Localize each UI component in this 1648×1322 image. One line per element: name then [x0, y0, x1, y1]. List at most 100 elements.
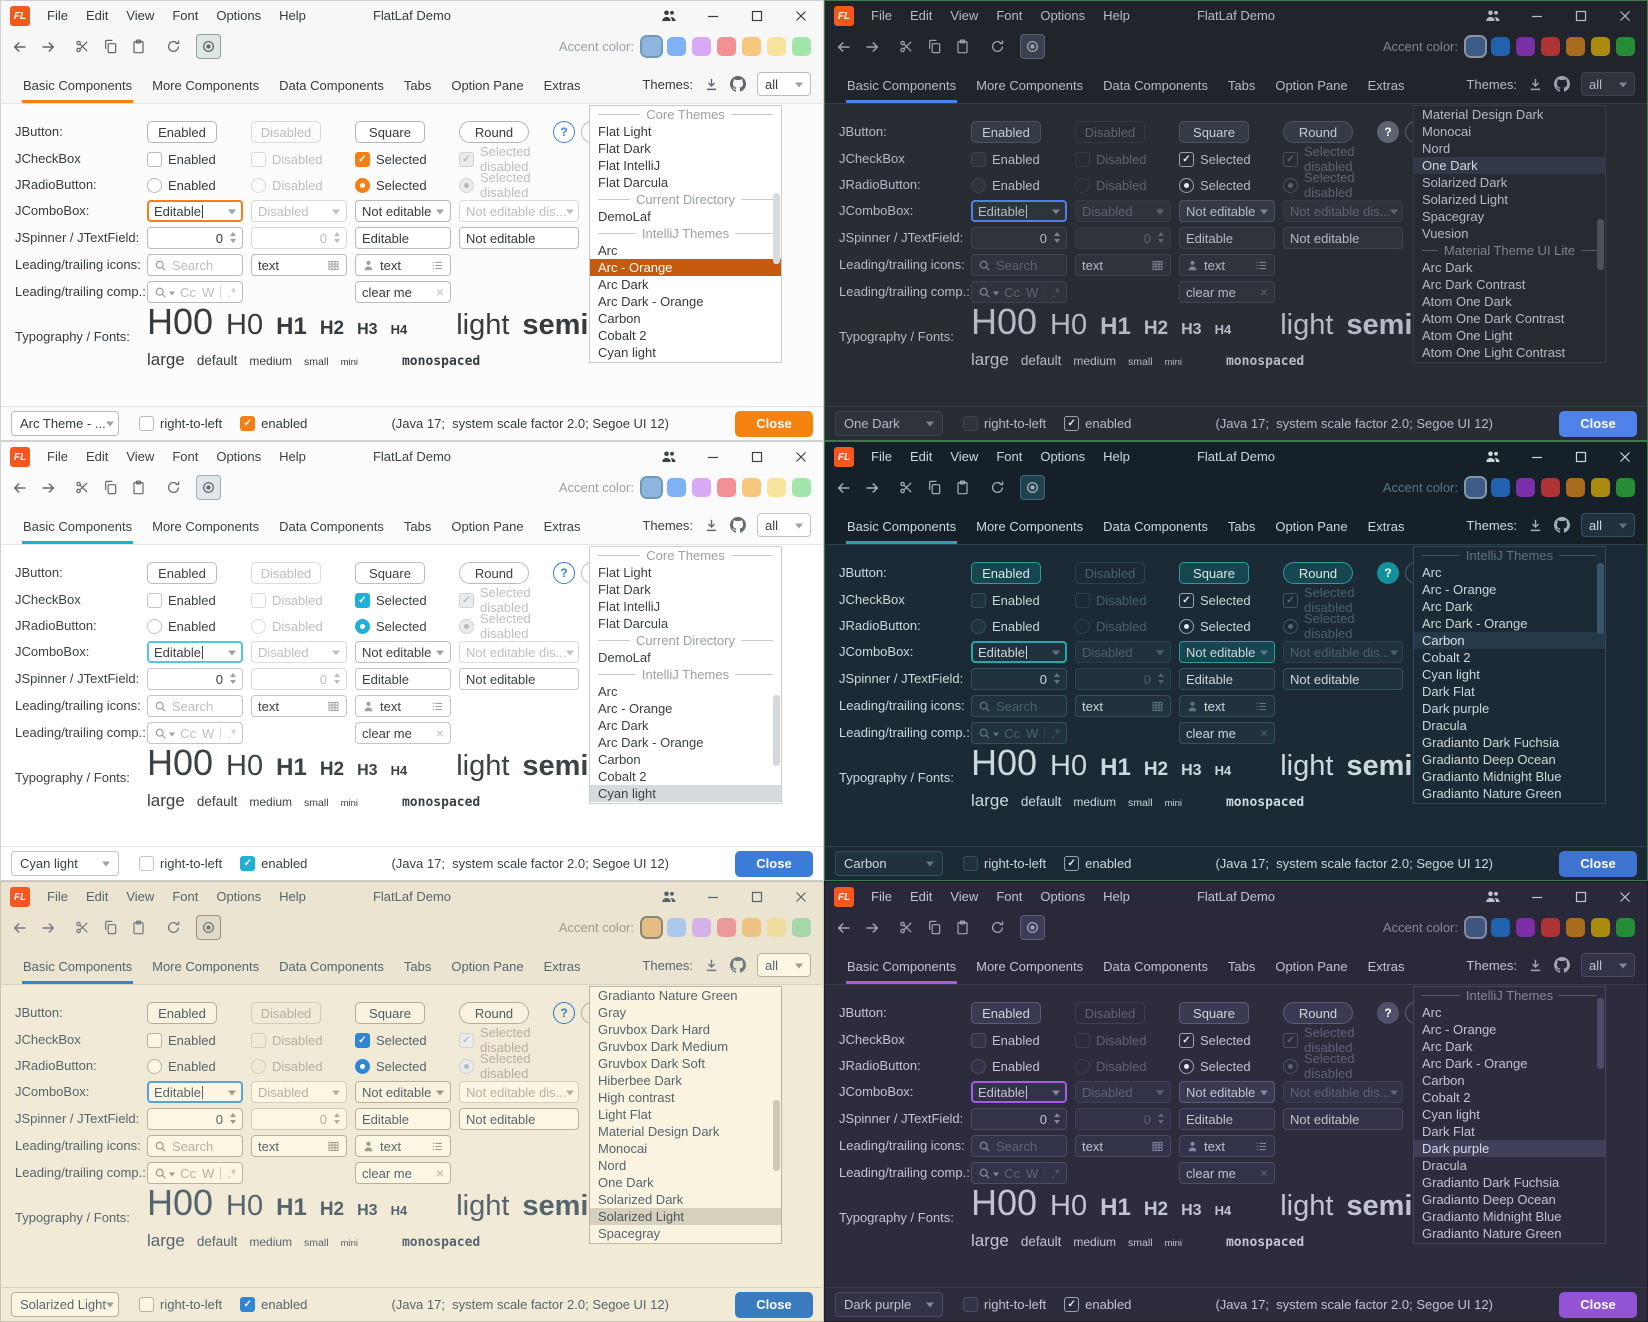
theme-list-item-cobalt-2[interactable]: Cobalt 2 — [1422, 1090, 1471, 1105]
help-button[interactable]: ? — [1377, 1002, 1399, 1024]
tab-data-components[interactable]: Data Components — [279, 78, 384, 93]
radio-selected[interactable]: Selected — [1179, 615, 1275, 637]
theme-list-item-flat-darcula[interactable]: Flat Darcula — [598, 616, 669, 631]
search-with-options-input[interactable]: Cc W .* — [147, 281, 243, 303]
radio-enabled[interactable]: Enabled — [147, 615, 243, 637]
theme-list-item-carbon[interactable]: Carbon — [1414, 632, 1605, 649]
theme-list-item-arc-dark-orange[interactable]: Arc Dark - Orange — [598, 294, 704, 309]
close-window-button[interactable] — [779, 442, 823, 472]
theme-list-item-cobalt-2[interactable]: Cobalt 2 — [598, 328, 647, 343]
clear-icon[interactable]: × — [435, 1165, 444, 1181]
accent-swatch-5[interactable] — [1566, 37, 1585, 56]
theme-list-item-carbon[interactable]: Carbon — [1422, 1073, 1465, 1088]
not-editable-combobox[interactable]: Not editable — [1179, 200, 1275, 222]
round-button[interactable]: Round — [459, 1002, 529, 1024]
tab-tabs[interactable]: Tabs — [1227, 959, 1256, 974]
paste-icon[interactable] — [950, 915, 975, 940]
radio-enabled[interactable]: Enabled — [971, 1055, 1067, 1077]
editable-textfield[interactable]: Editable — [1179, 1108, 1275, 1130]
match-case-toggle[interactable]: Cc — [1004, 1165, 1021, 1181]
not-editable-textfield[interactable]: Not editable — [1283, 227, 1403, 249]
spinner-arrows-icon[interactable] — [230, 1112, 236, 1127]
not-editable-combobox[interactable]: Not editable — [1179, 641, 1275, 663]
download-icon[interactable] — [1528, 518, 1543, 533]
theme-list-item-dark-flat[interactable]: Dark Flat — [590, 361, 781, 362]
not-editable-textfield[interactable]: Not editable — [1283, 1108, 1403, 1130]
theme-list-item-flat-intellij[interactable]: Flat IntelliJ — [598, 599, 661, 614]
theme-list-item-arc-dark[interactable]: Arc Dark — [1422, 599, 1473, 614]
theme-list-item-arc-dark-orange[interactable]: Arc Dark - Orange — [1422, 1056, 1528, 1071]
radio-enabled[interactable]: Enabled — [971, 174, 1067, 196]
close-window-button[interactable] — [1603, 442, 1647, 472]
regex-toggle[interactable]: .* — [227, 1165, 236, 1181]
github-icon[interactable] — [1554, 517, 1570, 533]
theme-list-item-arc-orange[interactable]: Arc - Orange — [1422, 582, 1497, 597]
enabled-button[interactable]: Enabled — [147, 121, 217, 143]
refresh-icon[interactable] — [985, 475, 1010, 500]
tab-basic-components[interactable]: Basic Components — [13, 519, 142, 544]
square-button[interactable]: Square — [355, 1002, 425, 1024]
help-button[interactable]: ? — [1377, 562, 1399, 584]
cut-icon[interactable] — [894, 34, 919, 59]
round-button[interactable]: Round — [1283, 1002, 1353, 1024]
accent-swatch-6[interactable] — [767, 918, 786, 937]
tab-option-pane[interactable]: Option Pane — [1275, 519, 1348, 534]
menu-edit[interactable]: Edit — [85, 449, 109, 464]
cut-icon[interactable] — [894, 475, 919, 500]
theme-list-item-material-design-dark[interactable]: Material Design Dark — [1422, 107, 1544, 122]
theme-list-item-nord[interactable]: Nord — [598, 1158, 627, 1173]
search-input[interactable]: Search — [147, 1135, 243, 1157]
menu-options[interactable]: Options — [216, 889, 262, 904]
close-window-button[interactable] — [1603, 1, 1647, 31]
copy-icon[interactable] — [98, 34, 123, 59]
not-editable-textfield[interactable]: Not editable — [459, 227, 579, 249]
accent-swatch-7[interactable] — [792, 478, 811, 497]
maximize-button[interactable] — [735, 1, 779, 31]
enabled-checkbox[interactable]: enabled — [240, 856, 307, 871]
accent-swatch-4[interactable] — [1541, 478, 1560, 497]
theme-list-item-material-design-dark[interactable]: Material Design Dark — [598, 1124, 720, 1139]
accent-swatch-2[interactable] — [667, 478, 686, 497]
close-button[interactable]: Close — [735, 1291, 813, 1318]
refresh-icon[interactable] — [985, 915, 1010, 940]
search-with-options-input[interactable]: Cc W .* — [147, 1162, 243, 1184]
paste-icon[interactable] — [126, 34, 151, 59]
menu-font[interactable]: Font — [172, 8, 199, 23]
search-with-options-input[interactable]: Cc W .* — [971, 722, 1067, 744]
accent-swatch-3[interactable] — [692, 478, 711, 497]
back-icon[interactable] — [7, 34, 32, 59]
maximize-button[interactable] — [1559, 442, 1603, 472]
tab-more-components[interactable]: More Components — [152, 78, 260, 93]
accent-swatch-5[interactable] — [742, 37, 761, 56]
users-icon[interactable] — [1471, 1, 1515, 31]
users-icon[interactable] — [1471, 442, 1515, 472]
theme-combobox[interactable]: Dark purple — [835, 1292, 943, 1317]
accent-swatch-5[interactable] — [742, 918, 761, 937]
minimize-button[interactable] — [1515, 442, 1559, 472]
not-editable-combobox[interactable]: Not editable — [355, 1081, 451, 1103]
whole-words-toggle[interactable]: W — [202, 284, 215, 300]
theme-list-item-arc-dark[interactable]: Arc Dark — [1422, 1039, 1473, 1054]
theme-list-item-cobalt-2[interactable]: Cobalt 2 — [1422, 650, 1471, 665]
menu-edit[interactable]: Edit — [909, 889, 933, 904]
tab-more-components[interactable]: More Components — [152, 519, 260, 534]
close-button[interactable]: Close — [735, 850, 813, 877]
accent-swatch-2[interactable] — [1491, 918, 1510, 937]
close-button[interactable]: Close — [735, 410, 813, 437]
regex-toggle[interactable]: .* — [1051, 284, 1060, 300]
theme-list-item-hiberbee-dark[interactable]: Hiberbee Dark — [598, 1073, 682, 1088]
help-button[interactable]: ? — [553, 121, 575, 143]
regex-toggle[interactable]: .* — [227, 725, 236, 741]
enabled-checkbox[interactable]: enabled — [240, 1297, 307, 1312]
forward-icon[interactable] — [35, 34, 60, 59]
theme-list-item-gradianto-midnight-blue[interactable]: Gradianto Midnight Blue — [1422, 1209, 1562, 1224]
right-to-left-checkbox[interactable]: right-to-left — [139, 856, 222, 871]
clearable-input[interactable]: clear me × — [1179, 722, 1275, 744]
radio-selected[interactable]: Selected — [355, 615, 451, 637]
theme-list-item-gradianto-nature-green[interactable]: Gradianto Nature Green — [598, 988, 738, 1003]
forward-icon[interactable] — [859, 475, 884, 500]
theme-list-item-arc-dark[interactable]: Arc Dark — [1422, 260, 1473, 275]
tab-basic-components[interactable]: Basic Components — [837, 519, 966, 544]
maximize-button[interactable] — [1559, 882, 1603, 912]
accent-swatch-5[interactable] — [1566, 478, 1585, 497]
